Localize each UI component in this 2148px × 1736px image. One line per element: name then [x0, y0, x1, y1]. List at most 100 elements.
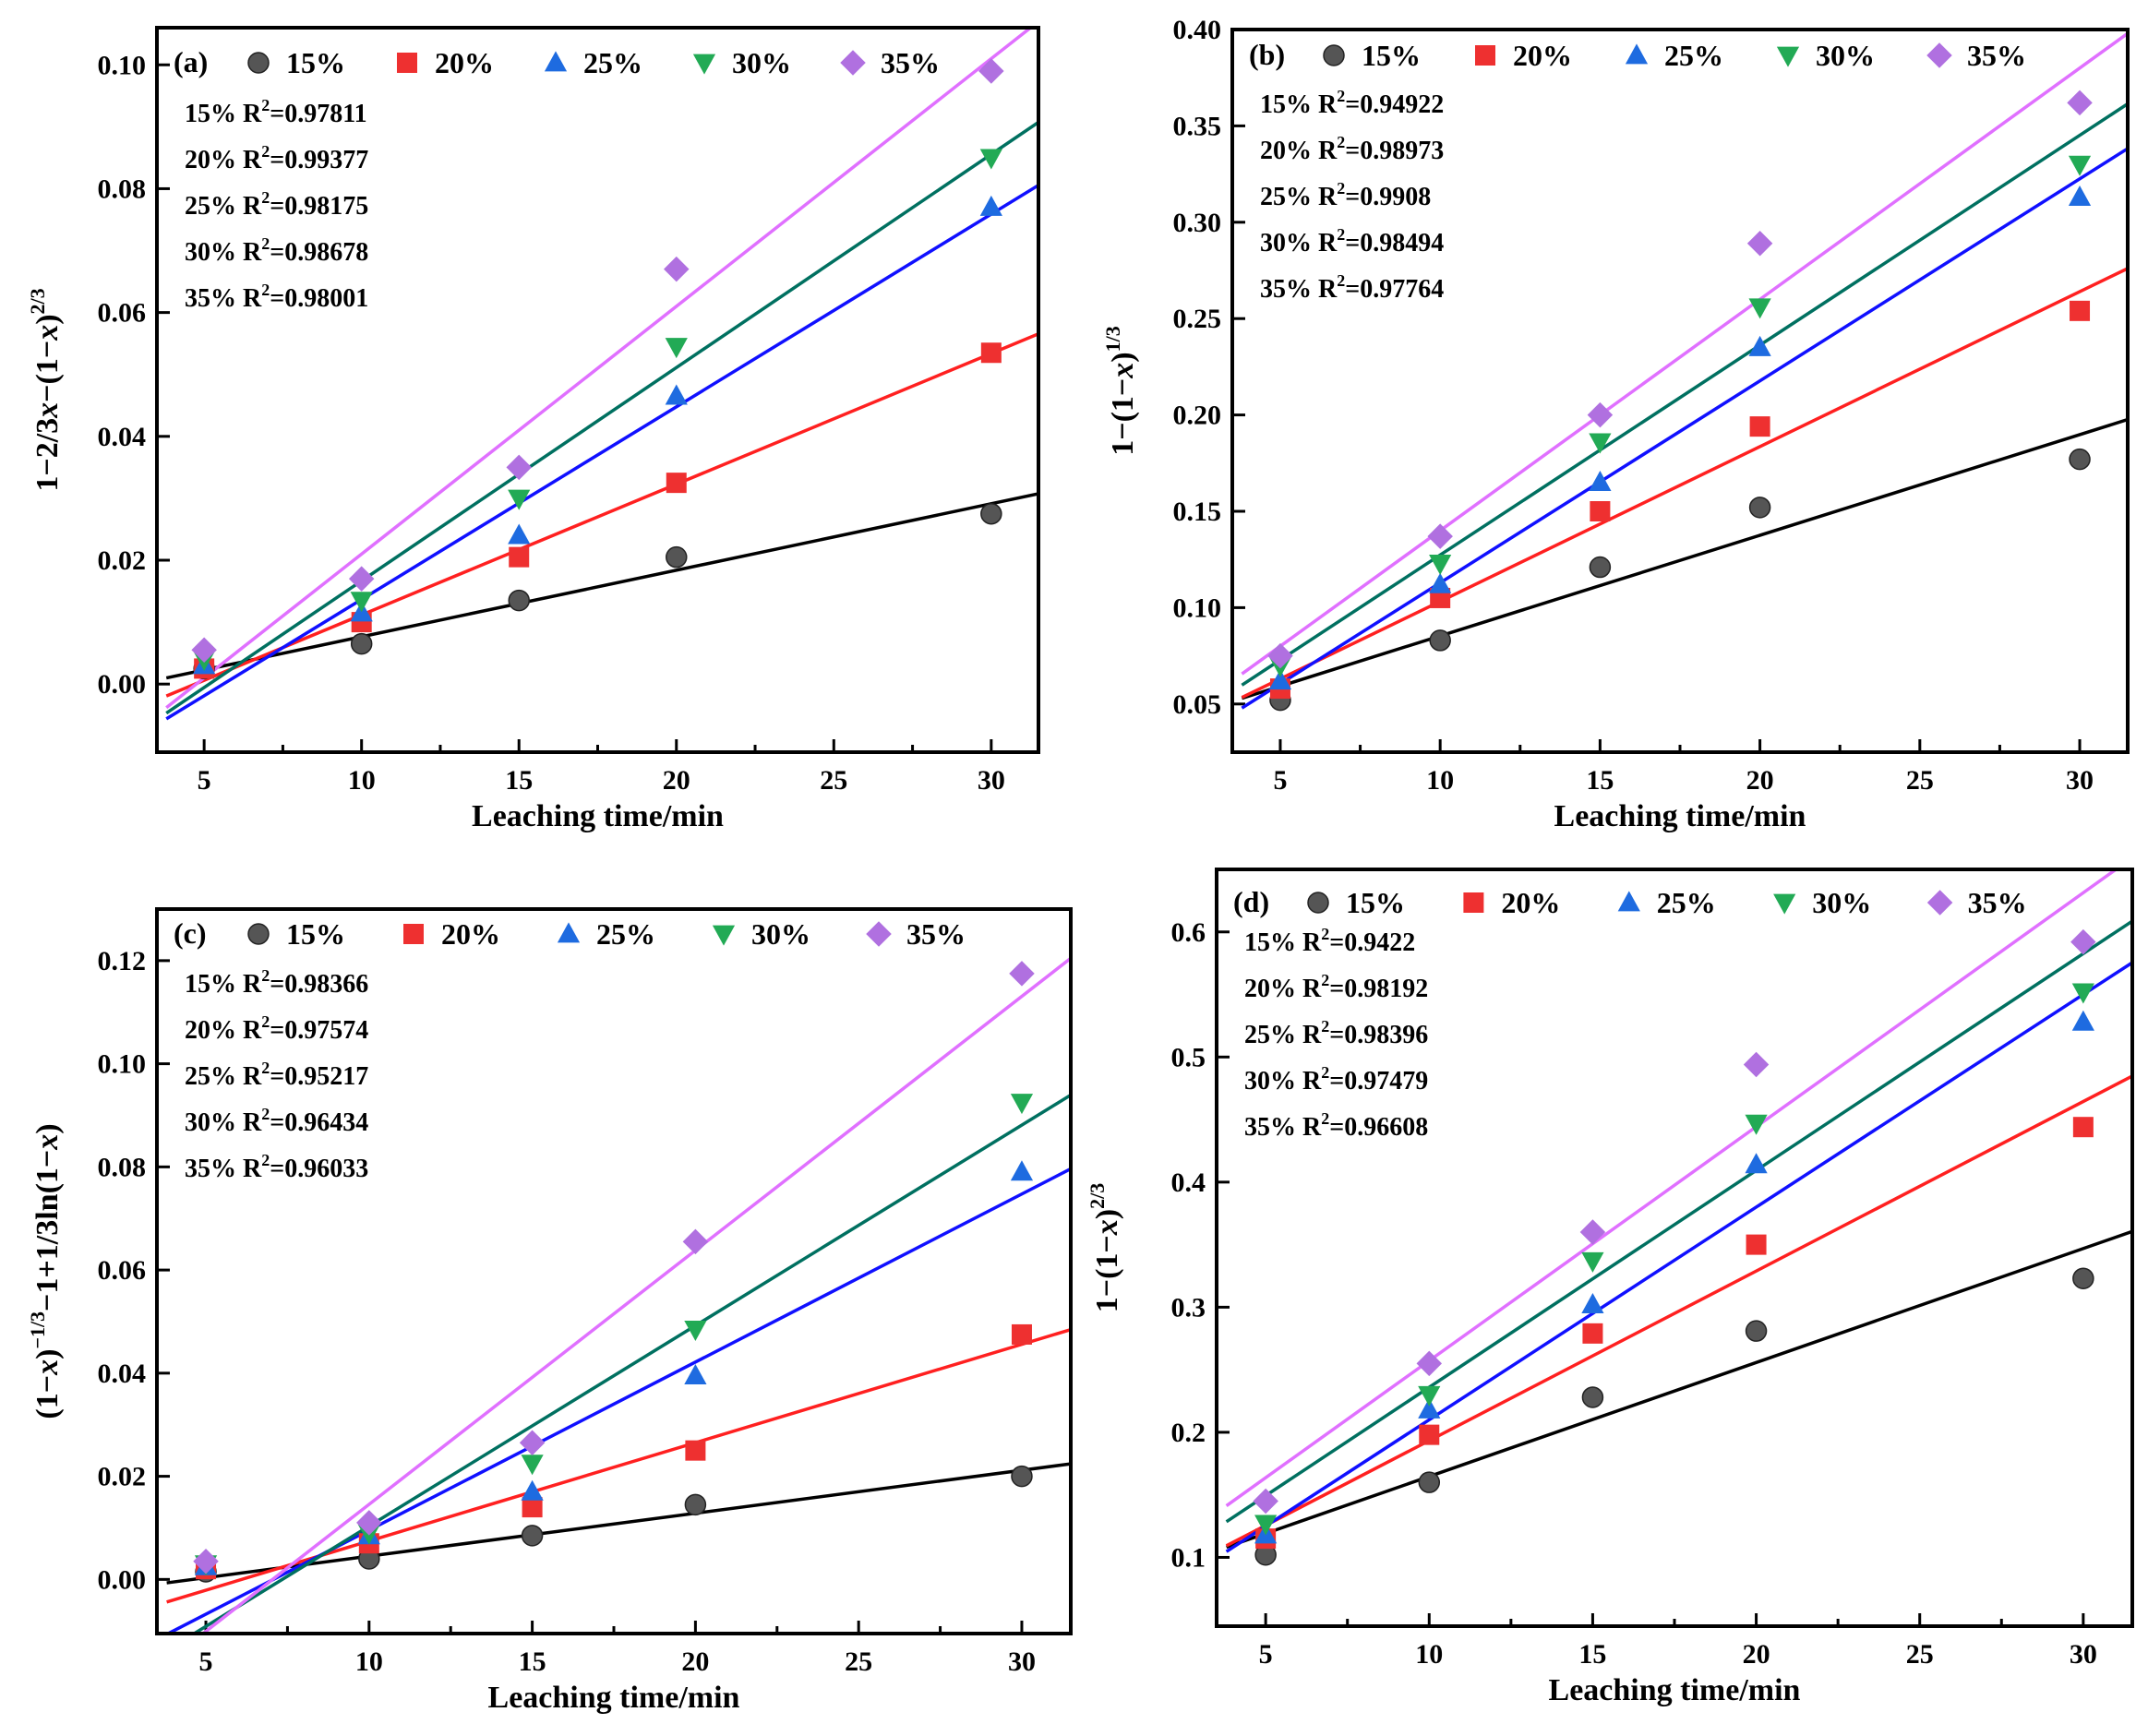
data-point-25pct	[1268, 669, 1292, 690]
x-tick-label: 15	[519, 1646, 546, 1677]
data-point-35pct	[1416, 1350, 1443, 1377]
data-point-35pct	[506, 454, 532, 481]
y-tick-label: 0.10	[98, 50, 147, 80]
data-point-30pct	[508, 489, 531, 510]
legend-marker-15pct	[1323, 44, 1345, 66]
y-tick-label: 0.02	[98, 545, 147, 576]
r2-annotation: 35% R2=0.98001	[185, 281, 368, 313]
plot-frame	[1230, 28, 2130, 754]
data-point-20pct	[2070, 300, 2091, 321]
legend-marker-20pct	[397, 53, 417, 73]
legend-marker-25pct	[557, 922, 581, 943]
x-tick-label: 10	[1415, 1639, 1443, 1670]
data-point-25pct	[1589, 471, 1612, 492]
chart-panel-c: 5 10 15 20 25 30 0.00 0.02 0.04 0.06 0.08 0.10 0.12 (…	[26, 907, 1073, 1715]
data-point-35pct	[978, 58, 1004, 84]
data-point-15pct	[1581, 1386, 1604, 1408]
fit-line-35pct	[165, 28, 1034, 710]
y-tick-label: 0.00	[98, 1564, 147, 1595]
chart-panel-b: 5 10 15 20 25 30 0.05 0.10 0.15 0.20 0.25 0.30 0.35 0…	[1101, 15, 2130, 833]
r2-annotation: 35% R2=0.96608	[1244, 1109, 1428, 1142]
fit-line-25pct	[165, 1167, 1071, 1634]
y-tick-label: 0.08	[98, 174, 147, 204]
x-tick-label: 25	[1906, 1639, 1934, 1670]
data-point-25pct	[665, 384, 688, 405]
data-point-25pct	[2068, 186, 2092, 207]
panel-label: (b)	[1249, 38, 1285, 71]
x-tick-label: 5	[1273, 765, 1287, 796]
data-point-15pct	[1589, 556, 1612, 579]
data-point-20pct	[522, 1497, 543, 1518]
legend-marker-30pct	[1773, 893, 1796, 915]
data-point-20pct	[685, 1440, 706, 1461]
data-point-15pct	[2069, 448, 2091, 471]
r2-annotation: 20% R2=0.97574	[185, 1012, 368, 1045]
y-tick-label: 0.25	[1173, 304, 1222, 334]
y-tick-label: 0.20	[1173, 401, 1222, 431]
y-tick-label: 0.2	[1171, 1418, 1206, 1448]
legend-label: 30%	[1816, 39, 1875, 72]
data-point-25pct	[508, 523, 531, 545]
r2-annotation: 30% R2=0.97479	[1244, 1063, 1428, 1095]
x-tick-label: 20	[1746, 765, 1774, 796]
r2-annotation: 35% R2=0.96033	[185, 1151, 368, 1183]
plot-frame	[155, 26, 1040, 754]
fit-line-35pct	[1225, 869, 2119, 1507]
plot-frame	[1215, 868, 2134, 1628]
fit-line-20pct	[1225, 1074, 2132, 1548]
y-tick-label: 0.40	[1173, 15, 1222, 45]
fit-line-15pct	[1226, 1229, 2132, 1550]
data-point-35pct	[356, 1510, 382, 1536]
fit-line-15pct	[1241, 417, 2128, 700]
data-point-35pct	[1427, 523, 1453, 549]
r2-annotation: 15% R2=0.9422	[1244, 925, 1415, 957]
data-point-30pct	[521, 1455, 544, 1476]
fit-line-30pct	[1241, 102, 2128, 687]
r2-annotation: 25% R2=0.9908	[1260, 179, 1431, 211]
legend-label: 25%	[596, 917, 655, 951]
x-tick-label: 5	[1259, 1639, 1273, 1670]
data-point-30pct	[2068, 155, 2092, 176]
legend-label: 25%	[1664, 39, 1723, 72]
data-point-20pct	[1011, 1323, 1032, 1345]
data-point-20pct	[1746, 1234, 1767, 1255]
x-tick-label: 20	[1743, 1639, 1770, 1670]
legend-label: 15%	[1346, 886, 1405, 919]
legend-label: 30%	[1812, 886, 1871, 919]
legend-label: 30%	[732, 46, 791, 79]
y-tick-label: 0.35	[1173, 111, 1222, 141]
y-tick-label: 0.06	[98, 298, 147, 329]
y-tick-label: 0.3	[1171, 1292, 1206, 1323]
legend-label: 35%	[906, 917, 966, 951]
legend-label: 15%	[286, 46, 345, 79]
y-tick-label: 0.02	[98, 1462, 147, 1492]
data-point-30pct	[2071, 983, 2094, 1004]
y-tick-label: 0.30	[1173, 208, 1222, 238]
data-point-15pct	[666, 545, 688, 569]
data-point-35pct	[1009, 961, 1035, 987]
fit-line-25pct	[1241, 147, 2128, 710]
chart-panel-a: 5 10 15 20 25 30 0.00 0.02 0.04 0.06 0.08 0.10 (a) 15…	[26, 26, 1040, 833]
x-tick-label: 20	[663, 765, 690, 796]
x-tick-label: 15	[1586, 765, 1614, 796]
legend-label: 30%	[751, 917, 810, 951]
plot-frame	[155, 907, 1073, 1635]
data-point-35pct	[1743, 1051, 1770, 1078]
data-point-20pct	[509, 546, 530, 568]
data-point-20pct	[980, 342, 1002, 364]
legend-marker-35pct	[1926, 890, 1953, 916]
data-point-25pct	[2071, 1010, 2094, 1031]
y-tick-label: 0.00	[98, 669, 147, 700]
x-tick-label: 15	[1578, 1639, 1606, 1670]
legend-marker-30pct	[692, 54, 716, 75]
data-point-25pct	[521, 1479, 544, 1501]
r2-annotation: 30% R2=0.98494	[1260, 225, 1444, 257]
legend-label: 25%	[583, 46, 642, 79]
r2-annotation: 15% R2=0.98366	[185, 966, 368, 999]
y-axis-label: 1−2/3x−(1−x)2/3	[26, 288, 65, 491]
chart-panel-d: 5 10 15 20 25 30 0.1 0.2 0.3 0.4 0.5 0.6 (d) 15% 20% 25…	[1086, 868, 2134, 1707]
y-tick-label: 0.15	[1173, 497, 1222, 527]
data-point-15pct	[2072, 1267, 2094, 1289]
x-tick-label: 15	[505, 765, 533, 796]
data-point-30pct	[1429, 555, 1452, 576]
